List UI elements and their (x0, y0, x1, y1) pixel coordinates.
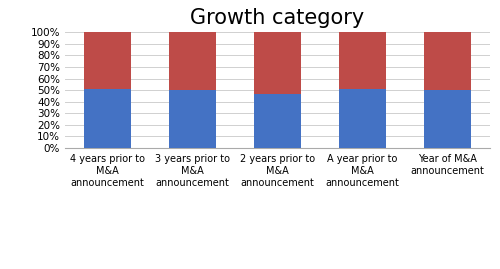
Bar (339, 32, 386, 89)
Title: Growth category: Growth category (190, 8, 364, 28)
Bar (424, 90, 470, 148)
Bar (339, 89, 386, 148)
Bar (169, 32, 216, 90)
Bar (254, 32, 301, 94)
Bar (84, 32, 131, 89)
Bar (424, 32, 470, 90)
Bar (84, 89, 131, 148)
Bar (254, 94, 301, 148)
Bar (169, 90, 216, 148)
